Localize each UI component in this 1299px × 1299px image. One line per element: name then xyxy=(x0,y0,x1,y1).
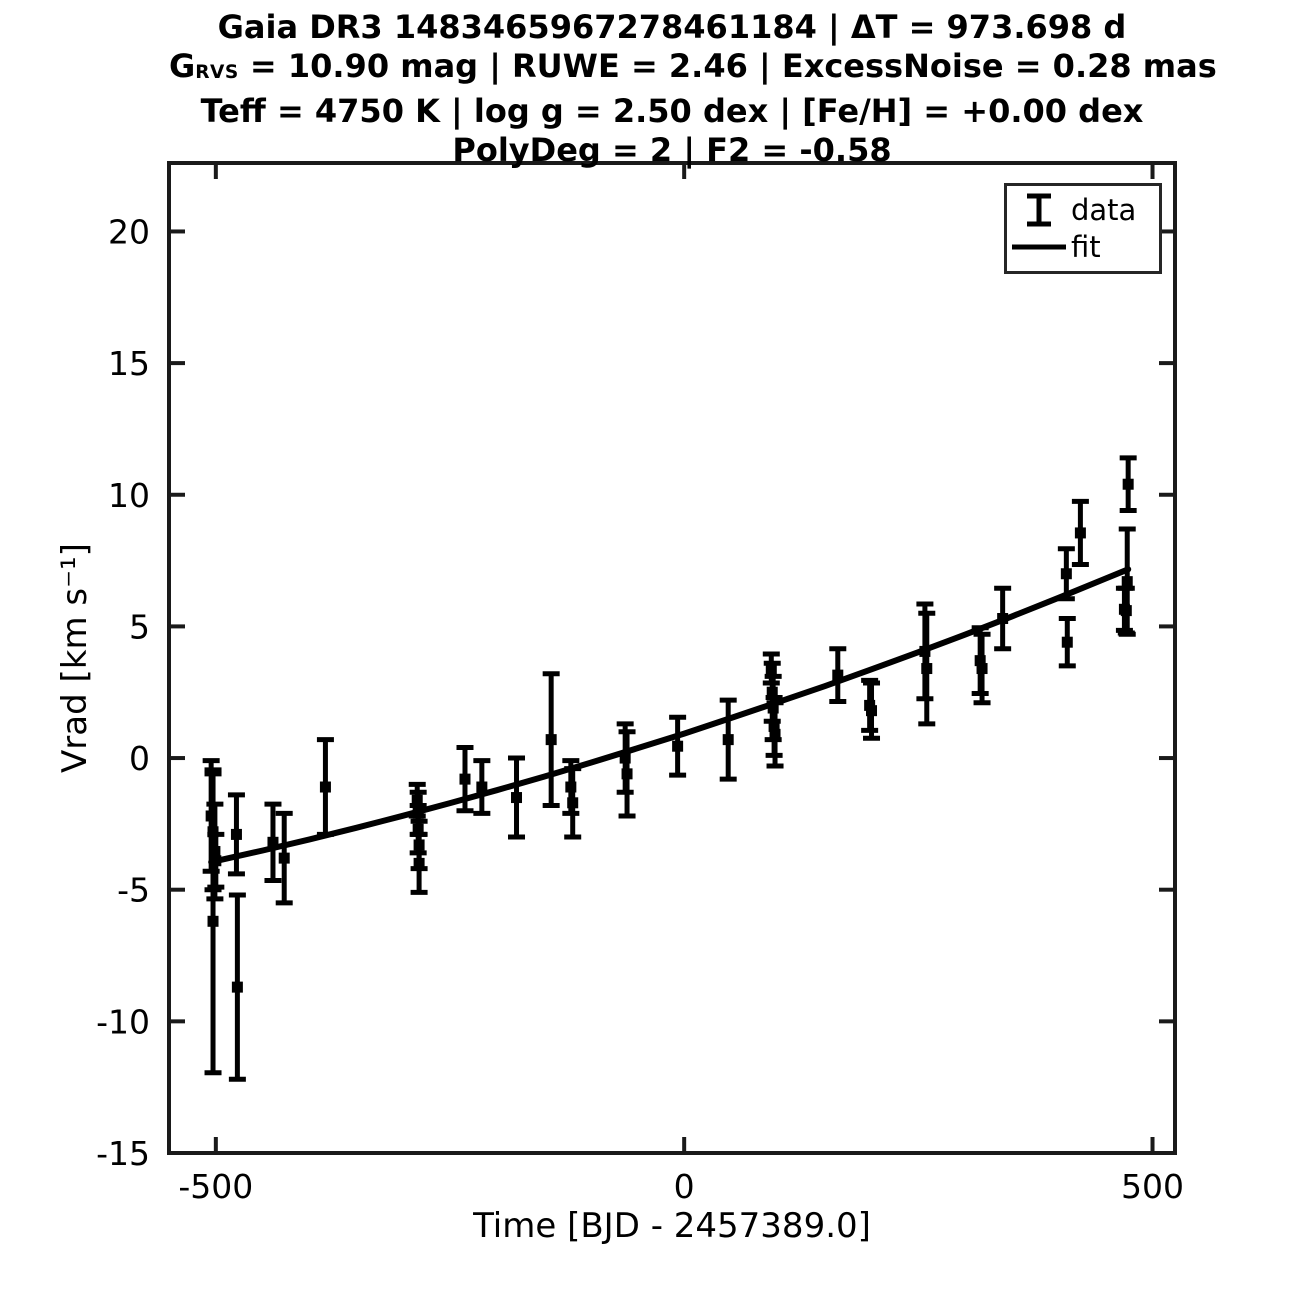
error-bar xyxy=(456,745,474,814)
data-point-marker xyxy=(1122,478,1134,490)
error-bar xyxy=(719,697,737,782)
error-bar xyxy=(410,831,428,895)
title-line-2: GRVS = 10.90 mag | RUWE = 2.46 | ExcessN… xyxy=(169,47,1217,92)
error-bar xyxy=(316,737,334,837)
legend: data fit xyxy=(1004,183,1162,274)
x-tick-label: 0 xyxy=(674,1167,695,1206)
data-point-marker xyxy=(997,613,1009,625)
errorbar-glyph xyxy=(1027,193,1051,226)
data-point-marker xyxy=(567,797,579,809)
fit-line-glyph xyxy=(1012,244,1066,249)
y-tick-label: -5 xyxy=(117,871,150,910)
y-tick-label: -10 xyxy=(96,1002,150,1041)
y-tick-label: -15 xyxy=(96,1134,150,1173)
data-point-marker xyxy=(1061,636,1073,648)
x-axis-label: Time [BJD - 2457389.0] xyxy=(473,1206,871,1246)
data-point-marker xyxy=(319,781,331,793)
error-bar xyxy=(207,831,225,890)
legend-entry-fit: fit xyxy=(1007,228,1159,265)
x-tick-label: -500 xyxy=(178,1167,253,1206)
error-bar xyxy=(918,610,936,727)
data-point-marker xyxy=(976,663,988,675)
data-point-marker xyxy=(230,828,242,840)
error-bar xyxy=(1058,616,1076,669)
data-point-marker xyxy=(231,981,243,993)
data-point-marker xyxy=(621,768,633,780)
data-point-marker xyxy=(1121,576,1133,588)
data-point-marker xyxy=(769,728,781,740)
fit-line-legend-icon xyxy=(1007,243,1071,251)
title-line-2-subscript: RVS xyxy=(195,62,239,84)
data-point-marker xyxy=(832,669,844,681)
legend-label-data: data xyxy=(1071,192,1137,227)
error-bar xyxy=(994,585,1012,652)
data-point-marker xyxy=(207,915,219,927)
data-point-marker xyxy=(1074,527,1086,539)
error-bar xyxy=(1057,546,1075,602)
errorbar-legend-icon xyxy=(1007,191,1071,229)
title-line-2-prefix: G xyxy=(169,47,196,85)
error-bar xyxy=(1071,498,1089,568)
error-bar xyxy=(618,729,636,819)
y-tick-label: 5 xyxy=(129,607,150,646)
y-tick-label: 15 xyxy=(108,344,150,383)
error-bar xyxy=(508,755,526,840)
error-bar xyxy=(973,631,991,706)
y-tick-label: 0 xyxy=(129,739,150,778)
plot-frame xyxy=(167,161,1177,1155)
data-point-marker xyxy=(1060,568,1072,580)
data-point-marker xyxy=(476,781,488,793)
data-point-marker xyxy=(278,852,290,864)
error-bar xyxy=(275,810,293,906)
error-bar xyxy=(264,801,282,883)
data-point-marker xyxy=(413,857,425,869)
legend-label-fit: fit xyxy=(1071,229,1101,264)
data-point-marker xyxy=(511,792,523,804)
data-point-marker xyxy=(267,836,279,848)
error-bar xyxy=(829,646,847,704)
data-point-marker xyxy=(866,705,878,717)
data-point-marker xyxy=(459,773,471,785)
data-point-marker xyxy=(921,663,933,675)
fit-line xyxy=(208,566,1132,866)
y-tick-label: 20 xyxy=(108,212,150,251)
chart-title: Gaia DR3 1483465967278461184 | ΔT = 973.… xyxy=(169,8,1217,170)
error-bar xyxy=(863,680,881,741)
data-point-marker xyxy=(545,734,557,746)
title-line-4: PolyDeg = 2 | F2 = -0.58 xyxy=(452,131,892,170)
x-tick-label: 500 xyxy=(1121,1167,1184,1206)
y-tick-label: 10 xyxy=(108,476,150,515)
error-bar xyxy=(542,671,560,808)
error-bar xyxy=(669,714,687,778)
title-line-2-rest: = 10.90 mag | RUWE = 2.46 | ExcessNoise … xyxy=(238,47,1217,85)
error-bar xyxy=(473,758,491,816)
data-point-marker xyxy=(722,734,734,746)
title-line-1: Gaia DR3 1483465967278461184 | ΔT = 973.… xyxy=(217,8,1127,46)
y-axis-label: Vrad [km s⁻¹] xyxy=(55,543,95,773)
title-line-3: Teff = 4750 K | log g = 2.50 dex | [Fe/H… xyxy=(200,92,1144,131)
legend-entry-data: data xyxy=(1007,191,1159,228)
error-bar xyxy=(766,700,784,769)
error-bar xyxy=(564,766,582,840)
error-bar xyxy=(1118,526,1136,637)
error-bar xyxy=(228,892,246,1082)
data-point-marker xyxy=(672,740,684,752)
error-bar xyxy=(227,792,245,877)
data-point-marker xyxy=(210,855,222,867)
error-bar xyxy=(1119,455,1137,514)
